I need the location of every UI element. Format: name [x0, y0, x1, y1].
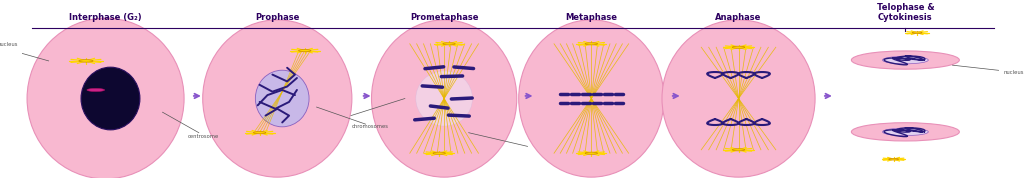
Ellipse shape — [27, 18, 184, 178]
Text: chromosomes: chromosomes — [352, 124, 389, 129]
Text: Metaphase: Metaphase — [565, 14, 617, 22]
Ellipse shape — [585, 43, 598, 45]
Ellipse shape — [433, 152, 445, 154]
Text: nucleus: nucleus — [0, 41, 17, 46]
Text: Telophase &
Cytokinesis: Telophase & Cytokinesis — [877, 3, 934, 22]
Ellipse shape — [851, 123, 959, 141]
Ellipse shape — [585, 152, 598, 154]
Ellipse shape — [662, 20, 815, 177]
Ellipse shape — [299, 50, 311, 52]
Ellipse shape — [883, 56, 929, 64]
Ellipse shape — [851, 51, 959, 69]
Ellipse shape — [81, 67, 140, 130]
Text: Prometaphase: Prometaphase — [410, 14, 478, 22]
Text: Interphase (G₂): Interphase (G₂) — [70, 14, 142, 22]
Text: Prophase: Prophase — [255, 14, 299, 22]
Text: Anaphase: Anaphase — [716, 14, 762, 22]
Ellipse shape — [442, 43, 456, 45]
Ellipse shape — [732, 46, 744, 48]
Circle shape — [87, 88, 104, 91]
Ellipse shape — [889, 158, 898, 160]
Text: centrosome: centrosome — [188, 134, 219, 139]
Ellipse shape — [519, 20, 664, 177]
Text: nucleus: nucleus — [1004, 70, 1024, 75]
Ellipse shape — [912, 32, 922, 33]
Ellipse shape — [254, 132, 266, 134]
Ellipse shape — [203, 20, 352, 177]
Ellipse shape — [732, 149, 744, 151]
Ellipse shape — [416, 71, 472, 126]
Ellipse shape — [79, 60, 93, 62]
Ellipse shape — [255, 70, 309, 127]
Ellipse shape — [883, 128, 929, 136]
Ellipse shape — [372, 20, 517, 177]
